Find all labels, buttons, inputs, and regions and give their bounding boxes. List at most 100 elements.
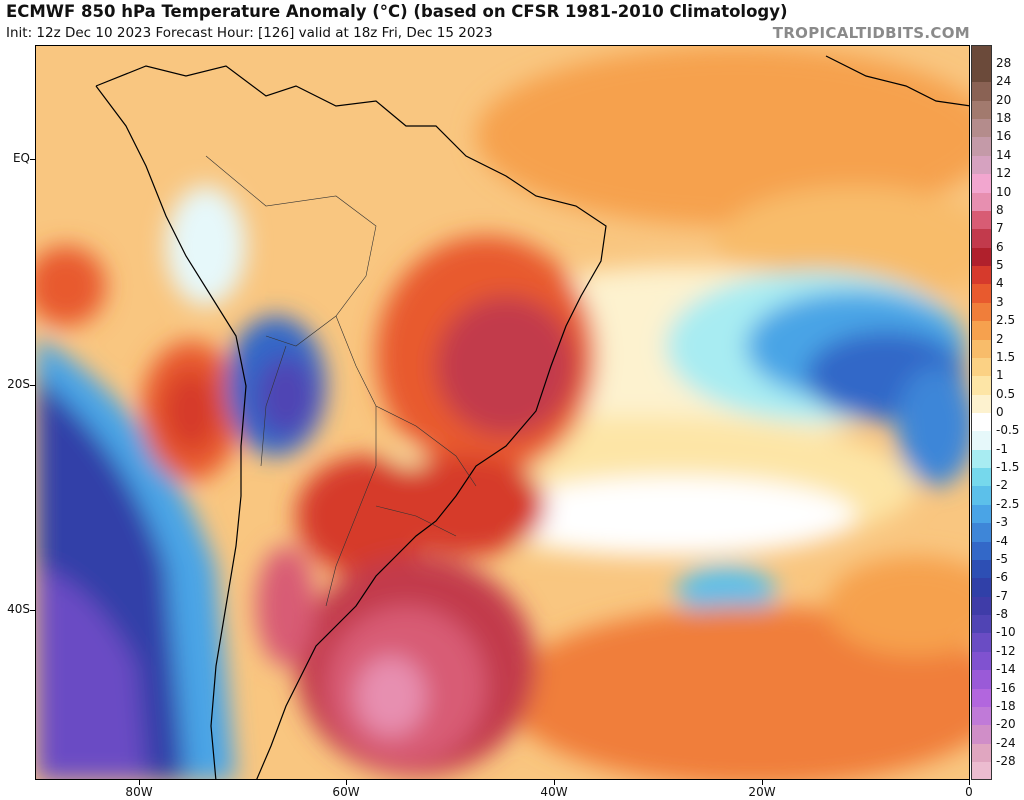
colorbar-label: 1 bbox=[996, 368, 1004, 383]
lat-tick-40s bbox=[30, 610, 35, 611]
colorbar-cell bbox=[972, 504, 991, 524]
colorbar-cell bbox=[972, 651, 991, 671]
colorbar-label: -0.5 bbox=[996, 423, 1020, 438]
lon-tick-60w bbox=[346, 780, 347, 785]
colorbar-label: -2.5 bbox=[996, 496, 1020, 511]
colorbar-cell bbox=[972, 725, 991, 745]
colorbar-label: 28 bbox=[996, 56, 1012, 70]
colorbar-label: -20 bbox=[996, 717, 1016, 732]
lon-label-60w: 60W bbox=[332, 785, 360, 799]
colorbar-label: 16 bbox=[996, 129, 1012, 144]
colorbar-label: 2.5 bbox=[996, 313, 1016, 328]
colorbar-label: 4 bbox=[996, 276, 1004, 291]
map-canvas bbox=[36, 46, 969, 779]
map-subtitle: Init: 12z Dec 10 2023 Forecast Hour: [12… bbox=[6, 25, 493, 41]
colorbar-label: -7 bbox=[996, 588, 1008, 603]
lon-tick-80w bbox=[139, 780, 140, 785]
colorbar-cell bbox=[972, 615, 991, 634]
colorbar-label: -4 bbox=[996, 533, 1008, 548]
colorbar-label: -10 bbox=[996, 625, 1016, 640]
colorbar-cell bbox=[972, 413, 991, 432]
colorbar-label: 1.5 bbox=[996, 349, 1016, 364]
colorbar-label: -24 bbox=[996, 735, 1016, 750]
colorbar-cell bbox=[972, 82, 991, 102]
colorbar-cell bbox=[972, 376, 991, 396]
colorbar-cell bbox=[972, 321, 991, 341]
colorbar-cell bbox=[972, 100, 991, 120]
map-title: ECMWF 850 hPa Temperature Anomaly (°C) (… bbox=[6, 2, 788, 21]
colorbar-label: 12 bbox=[996, 166, 1012, 181]
colorbar-cell bbox=[972, 743, 991, 763]
colorbar-label: -12 bbox=[996, 643, 1016, 658]
colorbar-label: -28 bbox=[996, 754, 1016, 768]
colorbar-label: 24 bbox=[996, 74, 1012, 89]
colorbar-label: 0.5 bbox=[996, 386, 1016, 401]
colorbar-cell bbox=[972, 670, 991, 690]
country-borders bbox=[205, 155, 477, 607]
colorbar-label: -3 bbox=[996, 515, 1008, 530]
lon-tick-0 bbox=[969, 780, 970, 785]
colorbar-cell bbox=[972, 523, 991, 543]
colorbar-cell bbox=[972, 357, 991, 377]
colorbar-cell bbox=[972, 633, 991, 653]
colorbar-label: 18 bbox=[996, 111, 1012, 126]
colorbar-cell bbox=[972, 302, 991, 322]
colorbar-cell bbox=[972, 706, 991, 726]
colorbar-cell bbox=[972, 596, 991, 616]
colorbar-label: 2 bbox=[996, 331, 1004, 346]
colorbar-cell bbox=[972, 559, 991, 579]
colorbar-cell bbox=[972, 247, 991, 267]
colorbar-label: 8 bbox=[996, 202, 1004, 217]
colorbar-label: 10 bbox=[996, 184, 1012, 199]
colorbar-label: 6 bbox=[996, 239, 1004, 254]
colorbar-cell bbox=[972, 137, 991, 157]
colorbar-label: -1.5 bbox=[996, 460, 1020, 475]
colorbar-cell bbox=[972, 192, 991, 212]
colorbar-cell bbox=[972, 688, 991, 708]
colorbar-cell bbox=[972, 174, 991, 194]
lon-label-20w: 20W bbox=[748, 785, 776, 799]
colorbar-label: -1 bbox=[996, 441, 1008, 456]
colorbar-cell bbox=[972, 339, 991, 359]
colorbar-label: 14 bbox=[996, 147, 1012, 162]
colorbar-label: -8 bbox=[996, 607, 1008, 622]
colorbar-label: -2 bbox=[996, 478, 1008, 493]
anomaly-map bbox=[35, 45, 970, 780]
colorbar-cell bbox=[972, 155, 991, 175]
colorbar-label: -5 bbox=[996, 551, 1008, 566]
lat-tick-eq bbox=[30, 159, 35, 160]
colorbar-label: -18 bbox=[996, 698, 1016, 713]
coastlines bbox=[95, 55, 969, 779]
lon-label-80w: 80W bbox=[125, 785, 153, 799]
lat-tick-20s bbox=[30, 385, 35, 386]
colorbar-cell bbox=[972, 762, 991, 779]
lat-label-40s: 40S bbox=[7, 602, 30, 616]
colorbar-cell bbox=[972, 284, 991, 304]
lon-label-0: 0 bbox=[965, 785, 973, 799]
colorbar-cell bbox=[972, 229, 991, 249]
lon-tick-20w bbox=[762, 780, 763, 785]
colorbar-cell bbox=[972, 431, 991, 451]
lat-label-20s: 20S bbox=[7, 377, 30, 391]
colorbar bbox=[971, 45, 992, 780]
colorbar-cell bbox=[972, 394, 991, 414]
colorbar-label: 20 bbox=[996, 92, 1012, 107]
colorbar-label: -6 bbox=[996, 570, 1008, 585]
watermark: TROPICALTIDBITS.COM bbox=[772, 24, 970, 42]
colorbar-label: 7 bbox=[996, 221, 1004, 236]
lon-tick-40w bbox=[554, 780, 555, 785]
colorbar-cell bbox=[972, 449, 991, 469]
colorbar-cell bbox=[972, 46, 991, 64]
colorbar-cell bbox=[972, 119, 991, 138]
colorbar-label: 0 bbox=[996, 405, 1004, 419]
lat-label-eq: EQ bbox=[12, 151, 30, 165]
colorbar-cell bbox=[972, 64, 991, 83]
colorbar-label: 5 bbox=[996, 258, 1004, 273]
colorbar-cell bbox=[972, 486, 991, 506]
lon-label-40w: 40W bbox=[540, 785, 568, 799]
anomaly-field bbox=[36, 46, 969, 779]
colorbar-cell bbox=[972, 210, 991, 230]
colorbar-cell bbox=[972, 578, 991, 598]
colorbar-label: -16 bbox=[996, 680, 1016, 695]
colorbar-cell bbox=[972, 468, 991, 487]
